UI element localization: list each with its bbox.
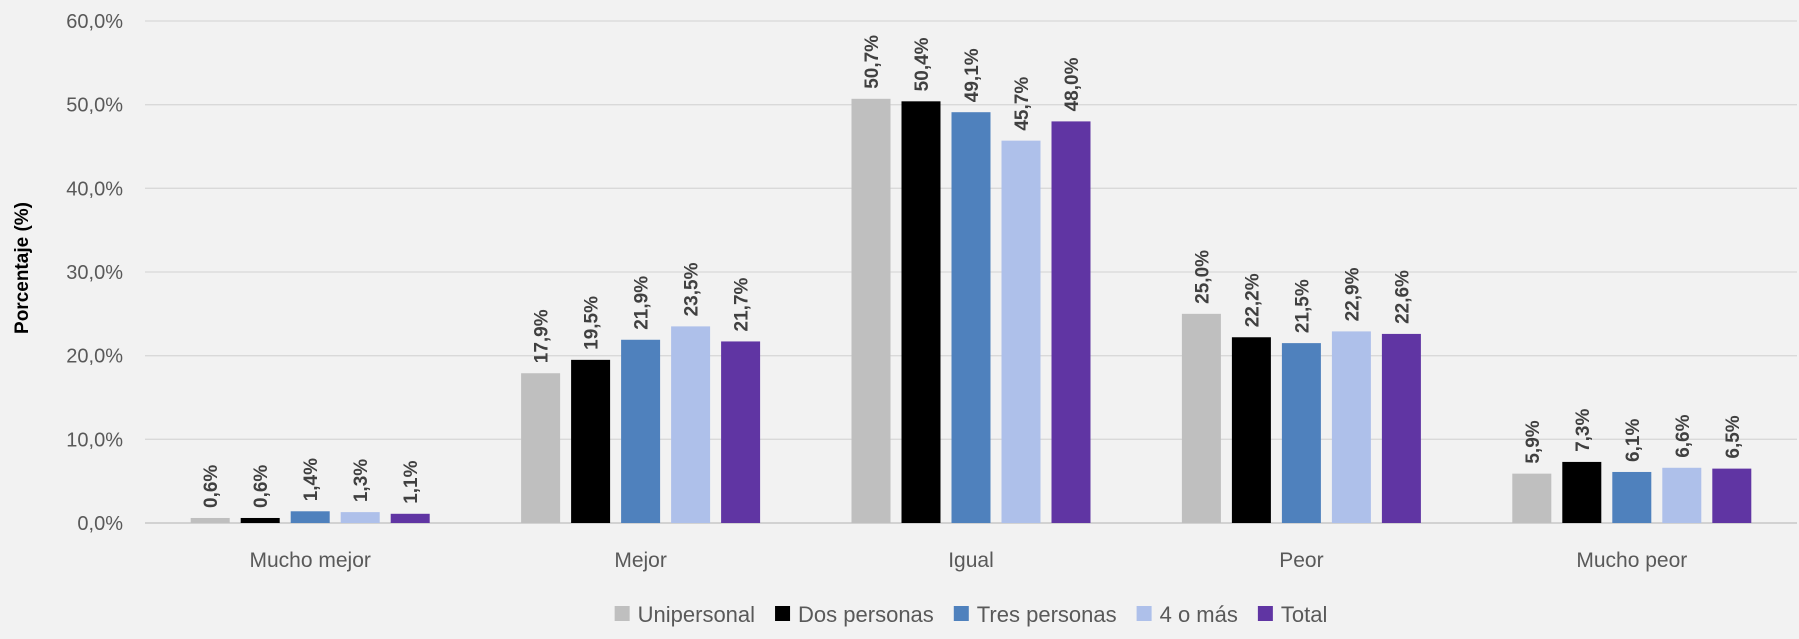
data-label: 17,9% [532,309,553,363]
bar [1381,333,1421,523]
data-label: 7,3% [1573,409,1594,452]
data-label: 22,2% [1242,273,1263,327]
bar [1662,467,1702,523]
bar [721,341,761,523]
legend-label: Total [1281,602,1327,627]
data-label: 22,6% [1392,270,1413,324]
bar [621,339,661,523]
y-tick-label: 60,0% [66,11,123,33]
y-tick-label: 20,0% [66,346,123,368]
bar [390,513,430,523]
data-label: 5,9% [1523,420,1544,463]
bar [1001,140,1041,524]
data-label: 19,5% [582,296,603,350]
bar [1181,313,1221,523]
legend-label: Unipersonal [638,602,755,627]
category-label: Igual [948,549,994,572]
y-tick-label: 0,0% [77,513,123,535]
legend-label: 4 o más [1160,602,1238,627]
bar [1281,343,1321,523]
bar [671,326,711,523]
legend-swatch [1257,606,1273,621]
data-label: 50,7% [862,35,883,89]
data-label: 0,6% [201,465,222,508]
data-label: 45,7% [1012,77,1033,131]
category-label: Peor [1279,549,1323,572]
category-label: Mejor [614,549,667,572]
bar [951,112,991,524]
bar [1712,468,1752,523]
bar [190,517,230,523]
legend-swatch [953,606,969,621]
y-tick-label: 40,0% [66,178,123,200]
legend: Unipersonal Dos personas Tres personas 4 o … [614,602,1327,627]
bar [1331,331,1371,523]
data-label: 1,3% [351,459,372,502]
data-label: 23,5% [682,262,703,316]
data-label: 6,5% [1723,415,1744,458]
data-label: 49,1% [962,48,983,102]
bar [290,511,330,523]
data-label: 25,0% [1192,250,1213,304]
bars [190,98,1752,524]
data-label: 6,1% [1623,419,1644,462]
data-label: 21,9% [632,276,653,330]
data-label: 1,1% [401,460,422,503]
bar [851,98,891,523]
x-axis-categories: Mucho mejor Mejor Igual Peor Mucho peor [250,549,1688,572]
bar [1051,121,1091,524]
y-tick-label: 10,0% [66,429,123,451]
y-axis-ticks: 0,0% 10,0% 20,0% 30,0% 40,0% 50,0% 60,0% [66,11,123,535]
data-label: 21,5% [1292,279,1313,333]
data-labels: 0,6% 0,6% 1,4% 1,3% 1,1% 17,9% 19,5% 21,9% 23,5%… [201,35,1744,508]
legend-swatch [775,606,791,621]
data-label: 0,6% [251,465,272,508]
data-label: 22,9% [1342,267,1363,321]
data-label: 48,0% [1062,57,1083,111]
y-axis-label: Porcentaje (%) [12,202,33,334]
bar [1562,461,1602,523]
y-tick-label: 50,0% [66,95,123,117]
y-tick-label: 30,0% [66,262,123,284]
bar [1612,471,1652,523]
legend-swatch [1136,606,1152,621]
bar [240,517,280,523]
legend-swatch [614,606,630,621]
category-label: Mucho peor [1576,549,1687,572]
bar [1231,337,1271,523]
bar [571,359,611,523]
bar [340,512,380,523]
bar [901,101,941,523]
category-label: Mucho mejor [250,549,371,572]
data-label: 1,4% [301,458,322,501]
data-label: 21,7% [732,277,753,331]
bar [521,373,561,523]
legend-label: Dos personas [798,602,934,627]
data-label: 6,6% [1673,414,1694,457]
legend-label: Tres personas [977,602,1117,627]
bar [1512,473,1552,523]
data-label: 50,4% [912,37,933,91]
